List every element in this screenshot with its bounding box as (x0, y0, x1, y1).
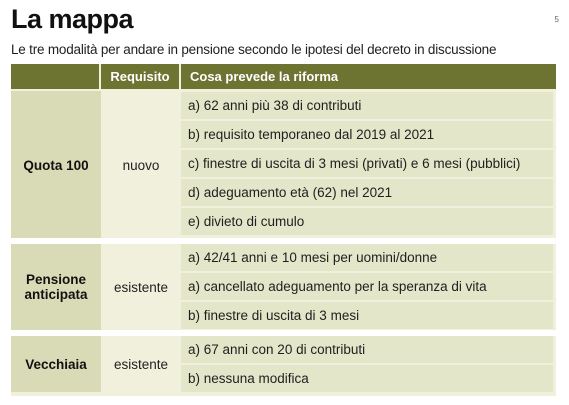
group-divider (11, 238, 556, 244)
list-item: e) divieto di cumulo (181, 208, 553, 235)
list-item: a) 67 anni con 20 di contributi (181, 336, 553, 363)
group-name-vecchiaia: Vecchiaia (11, 336, 101, 392)
group-requisito-pensione-anticipata: esistente (101, 244, 181, 330)
list-item: d) adeguamento età (62) nel 2021 (181, 179, 553, 206)
group-divider (11, 330, 556, 336)
list-item: b) nessuna modifica (181, 365, 553, 392)
pension-table: Requisito Cosa prevede la riforma Quota … (11, 64, 556, 396)
list-item: a) cancellato adeguamento per la speranz… (181, 273, 553, 300)
group-name-quota-100: Quota 100 (11, 91, 101, 240)
header-cell-empty (11, 64, 99, 89)
page-title: La mappa (11, 4, 134, 34)
list-item: a) 42/41 anni e 10 mesi per uomini/donne (181, 244, 553, 271)
header-requisito: Requisito (101, 64, 179, 89)
page-subtitle: Le tre modalità per andare in pensione s… (11, 42, 497, 57)
page-number: 5 (554, 15, 559, 24)
list-item: a) 62 anni più 38 di contributi (181, 92, 553, 119)
group-requisito-quota-100: nuovo (101, 91, 181, 240)
list-item: b) finestre di uscita di 3 mesi (181, 302, 553, 329)
group-requisito-vecchiaia: esistente (101, 336, 181, 392)
list-item: c) finestre di uscita di 3 mesi (privati… (181, 150, 553, 177)
header-riforma: Cosa prevede la riforma (181, 64, 556, 89)
list-item: b) requisito temporaneo dal 2019 al 2021 (181, 121, 553, 148)
group-name-pensione-anticipata: Pensione anticipata (11, 244, 101, 330)
